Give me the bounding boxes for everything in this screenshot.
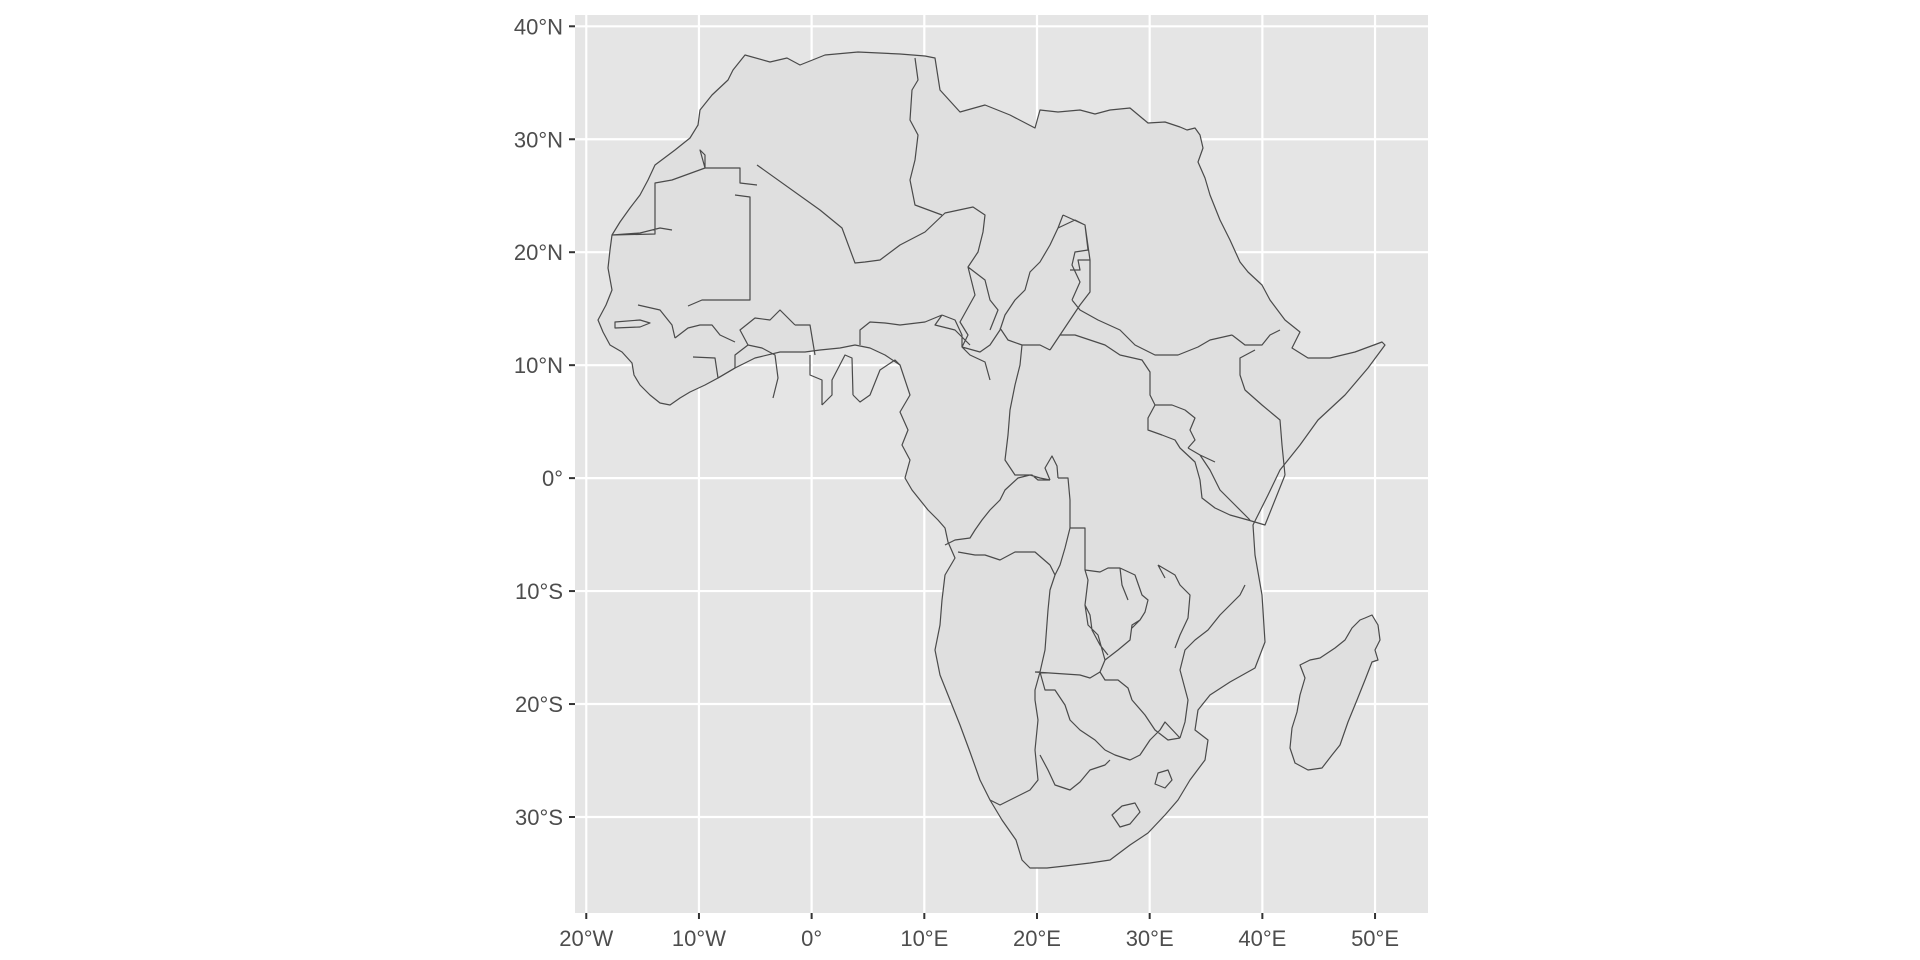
x-tick-label: 10°W [672,926,726,951]
y-tick-label: 30°N [514,127,563,152]
y-tick-label: 20°S [515,692,563,717]
madagascar-outline [1289,614,1381,771]
x-tick-label: 30°E [1126,926,1174,951]
country-borders [611,57,1286,806]
eswatini-outline [1154,769,1173,789]
lesotho-outline [1111,802,1141,828]
x-axis: 20°W 10°W 0° 10°E 20°E 30°E 40°E 50°E [559,913,1399,951]
x-tick-label: 20°E [1013,926,1061,951]
y-tick-label: 10°S [515,579,563,604]
y-tick-label: 20°N [514,240,563,265]
x-tick-label: 50°E [1351,926,1399,951]
gambia-outline [614,319,651,329]
y-axis: 40°N 30°N 20°N 10°N 0° 10°S 20°S 30°S [514,14,575,830]
y-tick-label: 30°S [515,805,563,830]
x-tick-label: 10°E [900,926,948,951]
x-tick-label: 0° [801,926,822,951]
y-tick-label: 10°N [514,353,563,378]
africa-mainland-outline [597,51,1386,869]
x-tick-label: 20°W [559,926,613,951]
africa-landmass [597,51,1386,869]
y-tick-label: 0° [542,466,563,491]
x-tick-label: 40°E [1238,926,1286,951]
y-tick-label: 40°N [514,14,563,39]
